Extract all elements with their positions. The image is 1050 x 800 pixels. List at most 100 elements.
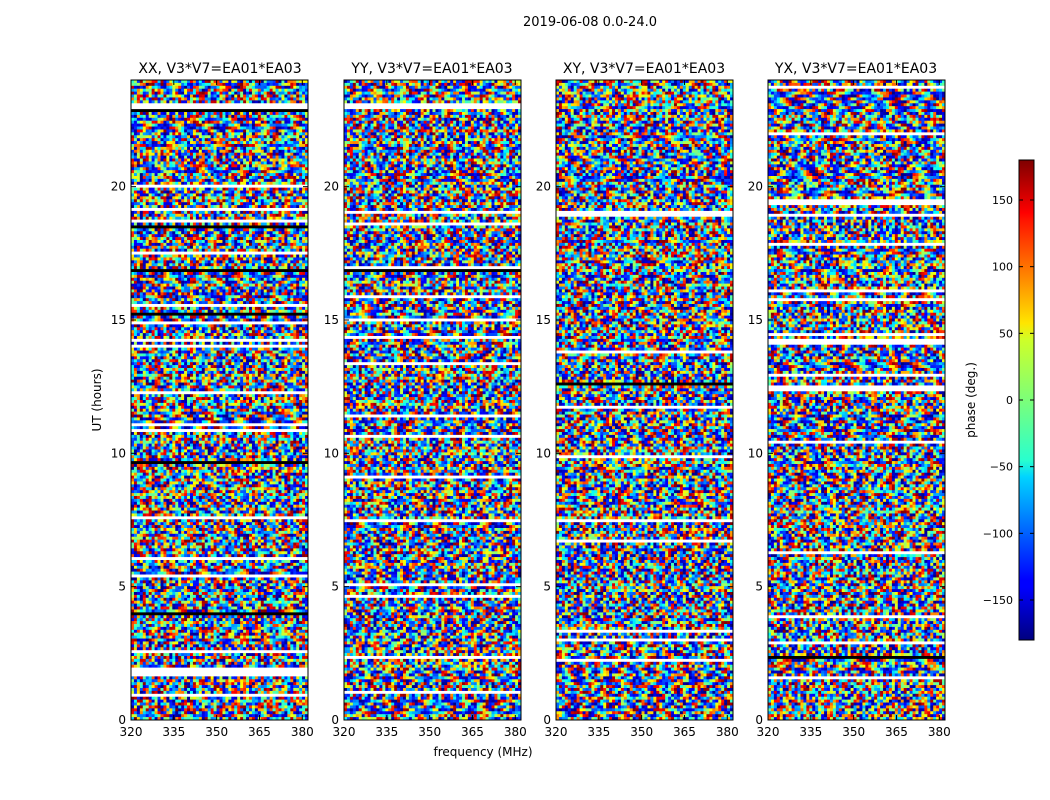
- heatmap-cell: [184, 121, 187, 124]
- heatmap-cell: [149, 83, 152, 86]
- heatmap-cell: [134, 89, 137, 92]
- heatmap-cell: [234, 118, 237, 121]
- heatmap-cell: [172, 127, 175, 130]
- heatmap-cell: [281, 121, 284, 124]
- heatmap-cell: [172, 121, 175, 124]
- heatmap-cell: [293, 121, 296, 124]
- heatmap-cell: [237, 92, 240, 95]
- heatmap-cell: [252, 121, 255, 124]
- heatmap-cell: [166, 127, 169, 130]
- heatmap-cell: [258, 86, 261, 89]
- heatmap-cell: [290, 95, 293, 98]
- heatmap-cell: [255, 115, 258, 118]
- heatmap-cell: [293, 112, 296, 115]
- heatmap-cell: [222, 89, 225, 92]
- heatmap-cell: [296, 115, 299, 118]
- heatmap-cell: [255, 124, 258, 127]
- heatmap-cell: [166, 97, 169, 100]
- heatmap-cell: [193, 83, 196, 86]
- heatmap-cell: [193, 89, 196, 92]
- heatmap-cell: [181, 118, 184, 121]
- heatmap-cell: [149, 89, 152, 92]
- heatmap-cell: [246, 86, 249, 89]
- heatmap-cell: [234, 115, 237, 118]
- heatmap-cell: [181, 100, 184, 103]
- heatmap-cell: [284, 97, 287, 100]
- heatmap-cell: [264, 100, 267, 103]
- heatmap-cell: [255, 83, 258, 86]
- heatmap-cell: [155, 121, 158, 124]
- heatmap-cell: [217, 118, 220, 121]
- heatmap-cell: [163, 89, 166, 92]
- flagged-row: [131, 106, 308, 109]
- heatmap-cell: [299, 112, 302, 115]
- heatmap-cell: [284, 112, 287, 115]
- heatmap-cell: [161, 121, 164, 124]
- heatmap-cell: [158, 124, 161, 127]
- heatmap-cell: [237, 86, 240, 89]
- heatmap-cell: [276, 89, 279, 92]
- heatmap-cell: [152, 100, 155, 103]
- heatmap-cell: [273, 115, 276, 118]
- heatmap-cell: [175, 86, 178, 89]
- heatmap-cell: [155, 112, 158, 115]
- heatmap-cell: [146, 97, 149, 100]
- heatmap-cell: [255, 92, 258, 95]
- heatmap-cell: [273, 97, 276, 100]
- heatmap-cell: [252, 95, 255, 98]
- heatmap-cell: [196, 86, 199, 89]
- heatmap-cell: [199, 121, 202, 124]
- heatmap-cell: [202, 95, 205, 98]
- heatmap-cell: [217, 127, 220, 130]
- figure-title: 2019-06-08 0.0-24.0: [523, 15, 657, 30]
- heatmap-cell: [196, 92, 199, 95]
- heatmap-cell: [199, 115, 202, 118]
- heatmap-cell: [190, 112, 193, 115]
- heatmap-cell: [205, 100, 208, 103]
- heatmap-cell: [270, 97, 273, 100]
- heatmap-cell: [214, 121, 217, 124]
- heatmap-cell: [290, 118, 293, 121]
- heatmap-cell: [152, 97, 155, 100]
- heatmap-cell: [199, 118, 202, 121]
- heatmap-cell: [166, 112, 169, 115]
- heatmap-cell: [231, 118, 234, 121]
- heatmap-cell: [184, 92, 187, 95]
- heatmap-cell: [222, 112, 225, 115]
- heatmap-cell: [299, 115, 302, 118]
- x-axis-label: frequency (MHz): [433, 745, 532, 759]
- heatmap-cell: [220, 86, 223, 89]
- heatmap-cell: [140, 97, 143, 100]
- heatmap-cell: [293, 89, 296, 92]
- heatmap-cell: [302, 115, 305, 118]
- heatmap-cell: [193, 115, 196, 118]
- heatmap-cell: [231, 124, 234, 127]
- heatmap-cell: [208, 83, 211, 86]
- heatmap-cell: [175, 89, 178, 92]
- heatmap-cell: [296, 118, 299, 121]
- heatmap-cell: [149, 100, 152, 103]
- heatmap-cell: [181, 115, 184, 118]
- heatmap-cell: [137, 124, 140, 127]
- heatmap-cell: [287, 97, 290, 100]
- heatmap-cell: [169, 97, 172, 100]
- figure: 2019-06-08 0.0-24.0 UT (hours) frequency…: [0, 0, 1050, 800]
- heatmap-cell: [146, 124, 149, 127]
- heatmap-cell: [284, 89, 287, 92]
- heatmap-cell: [264, 86, 267, 89]
- heatmap-cell: [276, 118, 279, 121]
- heatmap-cell: [184, 83, 187, 86]
- heatmap-cell: [276, 100, 279, 103]
- panel-title: XX, V3*V7=EA01*EA03: [138, 61, 301, 77]
- heatmap-cell: [178, 89, 181, 92]
- heatmap-cell: [258, 89, 261, 92]
- heatmap-cell: [143, 100, 146, 103]
- heatmap-cell: [202, 92, 205, 95]
- heatmap-cell: [267, 112, 270, 115]
- heatmap-cell: [220, 89, 223, 92]
- heatmap-cell: [205, 124, 208, 127]
- heatmap-cell: [261, 115, 264, 118]
- heatmap-cell: [178, 86, 181, 89]
- heatmap-cell: [202, 121, 205, 124]
- heatmap-cell: [134, 95, 137, 98]
